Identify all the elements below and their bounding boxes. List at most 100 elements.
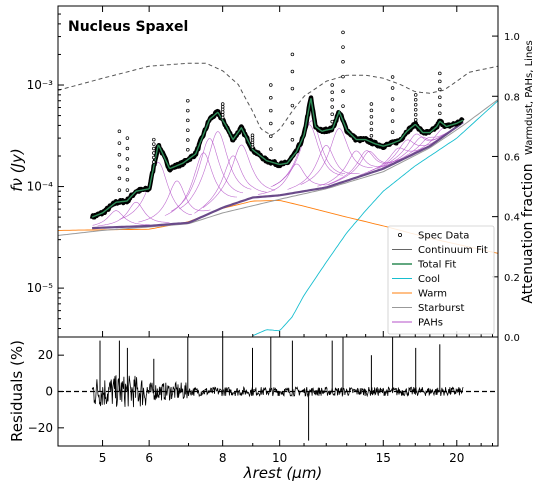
x-tick-label: 15 xyxy=(376,451,391,465)
pah-profile xyxy=(92,210,150,226)
spec-data-point xyxy=(186,108,190,113)
starburst-line xyxy=(58,99,498,236)
total-fit-line xyxy=(91,98,464,218)
pah-profile xyxy=(257,163,331,195)
pah-profile xyxy=(272,120,346,187)
spec-data-point xyxy=(117,176,122,181)
spec-data-point xyxy=(152,137,156,142)
spec-data-point xyxy=(269,147,273,151)
spec-data-point xyxy=(290,52,295,57)
spec-data-point xyxy=(186,148,190,152)
spec-data-point xyxy=(369,127,374,132)
pah-profile xyxy=(300,128,373,185)
legend-label: Warm xyxy=(418,289,447,300)
legend-label: PAHs xyxy=(418,318,443,329)
spec-data-point xyxy=(390,86,395,90)
spec-data-point xyxy=(341,104,345,108)
pah-profile xyxy=(194,155,267,214)
legend-label: Total Fit xyxy=(417,260,456,271)
spec-data-point xyxy=(369,114,374,119)
spec-data-point xyxy=(152,160,156,164)
y2-axis-label: Attenuation fraction Warmdust, PAHs, Lin… xyxy=(520,40,536,303)
spec-data-point xyxy=(186,98,190,103)
cool-line xyxy=(252,100,498,337)
spec-data-point xyxy=(269,134,273,139)
spec-data-point xyxy=(438,71,442,76)
pah-profile xyxy=(368,137,441,173)
spec-data-point xyxy=(186,128,190,132)
spec-data-point xyxy=(390,130,395,134)
legend-box xyxy=(387,225,495,335)
spec-data-point xyxy=(413,118,418,122)
spec-data-point xyxy=(117,141,122,145)
res-y-tick-label: 20 xyxy=(38,348,53,362)
spec-data-point xyxy=(186,118,190,123)
residuals-axis-label: Residuals (%) xyxy=(8,340,26,442)
x-axis-label: λrest (μm) xyxy=(243,464,323,482)
spec-data-point xyxy=(413,93,418,97)
spec-data-point xyxy=(413,98,418,102)
spec-data-point xyxy=(413,108,418,112)
spec-data-point xyxy=(438,95,442,100)
spec-data-point xyxy=(330,83,334,87)
y2-tick-label: 1.0 xyxy=(504,32,520,43)
spec-data-point xyxy=(330,97,334,102)
spec-data-point xyxy=(152,151,156,155)
spec-data-point xyxy=(269,96,273,100)
legend-label: Starburst xyxy=(418,303,465,314)
spec-data-point xyxy=(390,75,395,79)
spec-data-point xyxy=(341,89,345,94)
y-axis-label: fν (Jy) xyxy=(8,148,26,191)
pah-profile xyxy=(327,150,401,185)
y2-axis-label-group: Attenuation fraction Warmdust, PAHs, Lin… xyxy=(520,40,536,303)
y2-axis-label-main: Attenuation fraction xyxy=(520,163,536,303)
y2-tick-label: 0.4 xyxy=(504,213,520,224)
legend-label: Spec Data xyxy=(418,231,469,242)
x-tick-label: 8 xyxy=(219,451,227,465)
spec-data-point xyxy=(290,103,295,108)
spec-data-point xyxy=(341,30,345,35)
spec-data-point xyxy=(250,133,255,138)
spec-data-point xyxy=(330,105,334,109)
spec-data-point xyxy=(413,113,418,117)
pah-profile xyxy=(382,127,455,168)
attenuation-fraction-line xyxy=(58,62,498,136)
continuum-fit-line xyxy=(92,121,464,230)
spec-data-point xyxy=(117,129,122,134)
y-tick-label: 10⁻³ xyxy=(27,78,54,92)
spec-data-point xyxy=(330,90,334,95)
spec-data-point xyxy=(125,177,130,182)
x-tick-label: 5 xyxy=(99,451,107,465)
chart-title: Nucleus Spaxel xyxy=(68,19,188,35)
spec-data-point xyxy=(413,103,418,107)
pah-profile xyxy=(138,180,211,223)
y-tick-label: 10⁻⁵ xyxy=(27,281,54,295)
spec-data-point xyxy=(369,134,374,138)
spec-data-point xyxy=(438,79,442,84)
spec-data-point xyxy=(220,102,225,106)
spec-data-point xyxy=(125,157,130,161)
legend-label: Continuum Fit xyxy=(418,245,488,256)
spec-data-point xyxy=(152,155,156,160)
spec-data-point xyxy=(117,153,122,157)
spec-data-point xyxy=(117,188,122,192)
spec-data-point xyxy=(390,97,395,101)
y2-tick-label: 0.6 xyxy=(504,152,520,163)
pah-profile xyxy=(179,131,252,210)
spec-data-point xyxy=(341,45,345,49)
spec-data-point xyxy=(438,111,442,116)
legend: Spec Data Continuum Fit Total Fit Cool Warm S… xyxy=(387,225,495,335)
res-y-tick-label: 0 xyxy=(45,385,53,399)
spec-data-point xyxy=(438,87,442,92)
spec-data-point xyxy=(369,108,374,113)
spec-data-point xyxy=(125,146,130,151)
y2-tick-label: 0.8 xyxy=(504,92,520,103)
spec-data-point xyxy=(290,86,295,91)
spec-data-point xyxy=(125,136,130,140)
res-y-tick-label: −20 xyxy=(28,421,53,435)
y2-axis-label-sub: Warmdust, PAHs, Lines xyxy=(524,40,535,155)
x-tick-label: 6 xyxy=(145,451,153,465)
spec-data-point xyxy=(290,138,295,142)
